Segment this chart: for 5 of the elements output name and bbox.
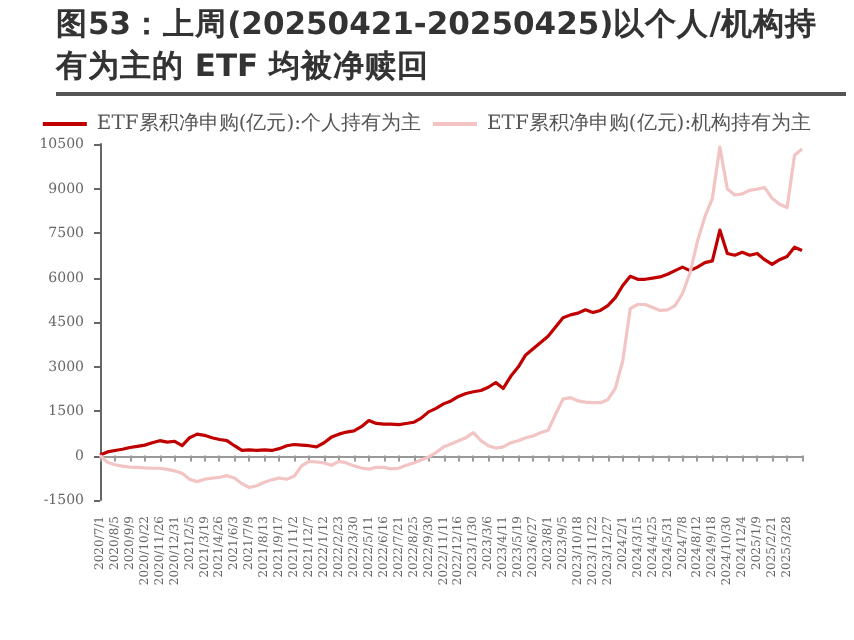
chart-title: 图53：上周(20250421-20250425)以个人/机构持有为主的 ETF 均被净赎回 <box>56 4 846 96</box>
legend-label: ETF累积净申购(亿元):个人持有为主 <box>96 111 422 135</box>
legend-label: ETF累积净申购(亿元):机构持有为主 <box>487 111 812 135</box>
line-series <box>98 228 804 457</box>
line-series <box>98 145 804 490</box>
